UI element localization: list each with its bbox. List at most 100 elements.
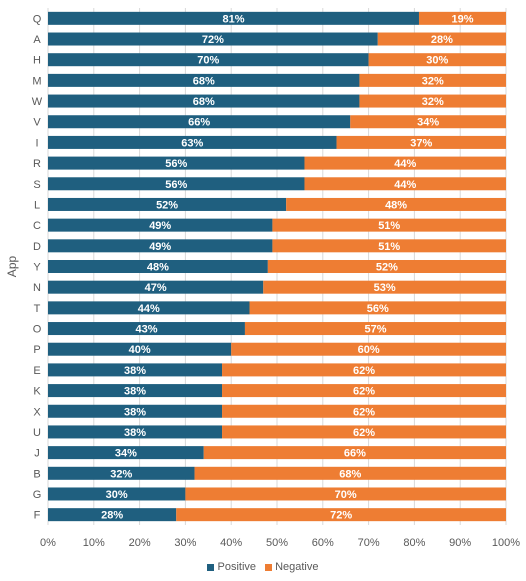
data-label: 34%	[115, 448, 137, 460]
x-tick-label: 70%	[358, 537, 380, 549]
bar-positive	[48, 197, 287, 211]
data-label: 30%	[106, 489, 128, 501]
data-label: 81%	[222, 13, 244, 25]
y-tick-label: L	[34, 199, 40, 211]
data-label: 19%	[451, 13, 473, 25]
data-label: 28%	[101, 510, 123, 522]
y-tick-label: Y	[33, 262, 41, 274]
y-tick-label: K	[33, 386, 41, 398]
bar-negative	[222, 384, 507, 398]
bar-positive	[48, 115, 351, 129]
x-tick-label: 80%	[403, 537, 425, 549]
data-label: 32%	[422, 96, 444, 108]
data-label: 34%	[417, 117, 439, 129]
bar-positive	[48, 73, 360, 87]
bar-positive	[48, 280, 264, 294]
data-label: 68%	[193, 75, 215, 87]
data-label: 72%	[202, 34, 224, 46]
y-tick-label: J	[34, 448, 40, 460]
bar-positive	[48, 32, 378, 46]
data-label: 32%	[110, 468, 132, 480]
data-label: 66%	[344, 448, 366, 460]
bar-positive	[48, 404, 223, 418]
y-tick-label: C	[33, 220, 41, 232]
y-axis-title: App	[5, 256, 19, 278]
data-label: 70%	[335, 489, 357, 501]
data-label: 49%	[149, 220, 171, 232]
data-label: 32%	[422, 75, 444, 87]
x-tick-labels: 0% 10% 20% 30% 40% 50% 60% 70% 80% 90% 100%	[40, 537, 520, 549]
data-label: 66%	[188, 117, 210, 129]
legend-item-positive: Positive	[207, 561, 256, 573]
data-label: 68%	[193, 96, 215, 108]
data-label: 63%	[181, 137, 203, 149]
y-tick-label: F	[34, 510, 41, 522]
data-label: 70%	[197, 55, 219, 67]
bar-negative	[304, 177, 506, 191]
y-tick-label: X	[33, 406, 41, 418]
x-tick-label: 90%	[449, 537, 471, 549]
data-label: 68%	[339, 468, 361, 480]
bar-negative	[418, 11, 506, 25]
legend-item-negative: Negative	[265, 561, 319, 573]
data-label: 60%	[358, 344, 380, 356]
data-label: 38%	[124, 406, 146, 418]
y-tick-label: O	[33, 324, 42, 336]
y-tick-label: S	[33, 179, 40, 191]
data-label: 47%	[145, 282, 167, 294]
data-label: 52%	[376, 262, 398, 274]
y-tick-label: W	[32, 96, 43, 108]
x-tick-label: 10%	[83, 537, 105, 549]
x-tick-label: 60%	[312, 537, 334, 549]
bar-positive	[48, 487, 186, 501]
bar-negative	[249, 301, 506, 315]
y-tick-label: H	[33, 55, 41, 67]
legend-label-negative: Negative	[275, 561, 319, 573]
y-tick-label: T	[34, 303, 41, 315]
x-tick-label: 40%	[220, 537, 242, 549]
bar-positive	[48, 363, 223, 377]
bar-positive	[48, 94, 360, 108]
data-label: 72%	[330, 510, 352, 522]
bar-positive	[48, 260, 268, 273]
y-tick-label: G	[33, 489, 42, 501]
data-label: 49%	[149, 241, 171, 253]
bar-positive	[48, 466, 195, 480]
x-tick-label: 0%	[40, 537, 56, 549]
bar-negative	[231, 342, 506, 356]
bar-positive	[48, 218, 273, 232]
legend-swatch-positive	[207, 563, 215, 571]
data-label: 44%	[394, 179, 416, 191]
data-label: 62%	[353, 427, 375, 439]
bar-negative	[368, 53, 506, 67]
data-label: 28%	[431, 34, 453, 46]
data-label: 56%	[367, 303, 389, 315]
y-tick-label: P	[33, 344, 40, 356]
y-tick-label: B	[33, 468, 40, 480]
y-tick-label: A	[33, 34, 41, 46]
bar-negative	[194, 466, 506, 480]
bar-negative	[222, 363, 507, 377]
data-label: 38%	[124, 365, 146, 377]
data-label: 48%	[147, 262, 169, 274]
bar-negative	[272, 218, 506, 232]
data-label: 62%	[353, 406, 375, 418]
data-label: 38%	[124, 386, 146, 398]
data-label: 56%	[165, 158, 187, 170]
y-tick-label: D	[33, 241, 41, 253]
data-label: 48%	[385, 199, 407, 211]
bar-positive	[48, 239, 273, 253]
data-label: 44%	[394, 158, 416, 170]
y-tick-label: N	[33, 282, 41, 294]
y-tick-label: E	[33, 365, 40, 377]
bar-negative	[244, 322, 506, 336]
bar-negative	[272, 239, 506, 253]
bar-negative	[359, 73, 506, 87]
data-label: 56%	[165, 179, 187, 191]
data-label: 53%	[374, 282, 396, 294]
bar-positive	[48, 53, 369, 67]
bar-positive	[48, 446, 204, 460]
x-tick-label: 50%	[266, 537, 288, 549]
